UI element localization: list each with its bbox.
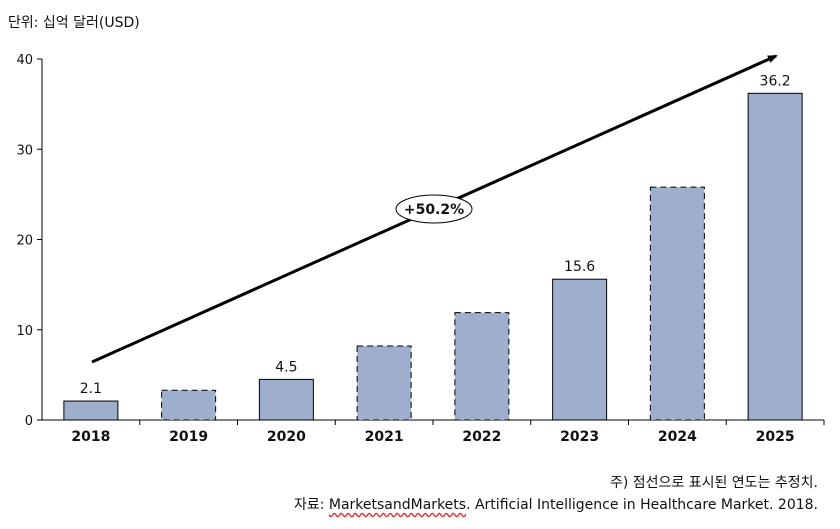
growth-rate-label: +50.2%: [404, 202, 464, 218]
x-tick-label: 2024: [658, 429, 697, 445]
bar-2021: [356, 345, 412, 421]
source-rest: . Artificial Intelligence in Healthcare …: [466, 497, 818, 513]
y-tick-label: 30: [16, 143, 33, 158]
x-tick-label: 2019: [169, 429, 208, 445]
x-tick-label: 2021: [365, 429, 404, 445]
bar-chart: 0 10 20 30 40 2018 2019 2020 2021 2022 2023 2024 202…: [16, 53, 825, 445]
bar-2019: [161, 389, 217, 421]
y-tick-label: 40: [16, 53, 33, 68]
bars: [63, 92, 803, 421]
axes: 0 10 20 30 40 2018 2019 2020 2021 2022 2023 2024 202…: [16, 53, 825, 445]
x-tick-label: 2018: [71, 429, 110, 445]
source-name: MarketsandMarkets: [328, 497, 467, 513]
source-note: 자료: MarketsandMarkets. Artificial Intell…: [294, 494, 818, 514]
bar-2025: [747, 92, 803, 421]
data-label-2018: 2.1: [80, 381, 102, 397]
growth-badge: +50.2%: [395, 194, 473, 224]
estimate-note: 주) 점선으로 표시된 연도는 추정치.: [609, 475, 818, 491]
bar-2024: [649, 186, 705, 421]
x-tick-label: 2022: [462, 429, 501, 445]
data-label-2023: 15.6: [564, 259, 595, 275]
x-tick-label: 2020: [267, 429, 306, 445]
data-label-2020: 4.5: [275, 359, 297, 375]
x-tick-label: 2025: [756, 429, 795, 445]
y-tick-label: 10: [16, 324, 33, 339]
bar-2020: [258, 378, 314, 421]
growth-badge-ellipse: [395, 194, 473, 224]
source-prefix: 자료:: [293, 497, 329, 513]
y-tick-label: 0: [25, 414, 33, 429]
x-tick-label: 2023: [560, 429, 599, 445]
y-tick-label: 20: [16, 234, 33, 249]
data-label-2025: 36.2: [760, 73, 791, 89]
bar-2018: [63, 400, 119, 421]
bar-2023: [552, 278, 608, 421]
bar-2022: [454, 312, 510, 421]
data-labels: 2.1 4.5 15.6 36.2: [80, 73, 791, 397]
unit-label: 단위: 십억 달러(USD): [8, 15, 140, 31]
